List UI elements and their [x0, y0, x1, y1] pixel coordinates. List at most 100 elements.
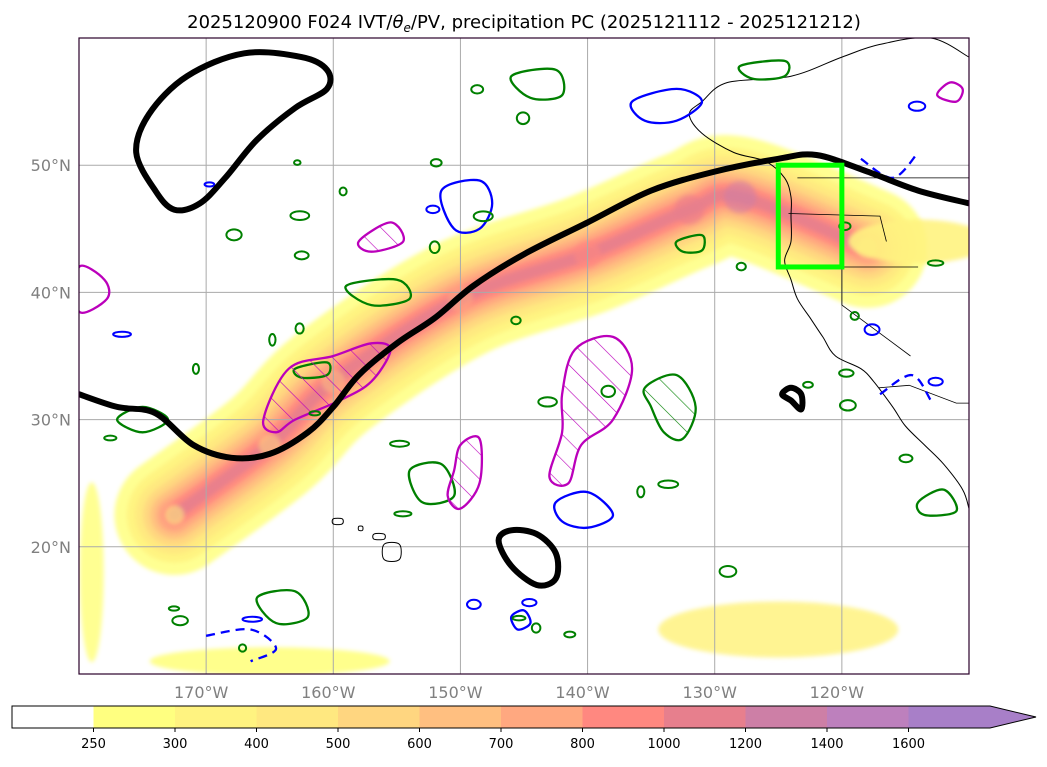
colorbar-label: 700 [489, 737, 514, 752]
contour-speck [191, 362, 200, 375]
longitude-labels: 170°W 160°W 150°W 140°W 130°W 120°W [174, 683, 864, 702]
magenta-hatch-hatched-b [549, 336, 633, 486]
contour-speck [425, 204, 441, 215]
colorbar-label: 300 [163, 737, 188, 752]
green-hatch-fill [643, 374, 696, 441]
contour-speck [926, 259, 945, 267]
contour-speck [225, 228, 243, 242]
lon-tick-label: 120°W [810, 683, 865, 702]
contour-speck [907, 100, 927, 112]
colorbar-swatch [419, 706, 502, 728]
colorbar-swatch [582, 706, 665, 728]
ivt-southwest-band [149, 647, 390, 674]
state-border [878, 384, 969, 404]
colorbar-label: 250 [81, 737, 106, 752]
colorbar-label: 400 [244, 737, 269, 752]
colorbar-swatch [338, 706, 420, 728]
contour-speck [171, 615, 189, 627]
green-contour-g5 [255, 589, 310, 626]
contour-speck [103, 434, 118, 442]
contour-speck [293, 250, 310, 261]
lon-tick-label: 130°W [683, 683, 738, 702]
map-background [79, 38, 969, 674]
contour-speck [657, 479, 680, 490]
colorbar-label: 600 [407, 737, 432, 752]
magenta-contour-hatched-c [356, 221, 406, 253]
contour-speck [802, 380, 814, 389]
latitude-labels: 20°N 30°N 40°N 50°N [31, 156, 71, 557]
magenta-contour-side-e [79, 264, 111, 314]
contour-speck [308, 410, 322, 417]
coastline-north-america [688, 38, 969, 509]
contour-speck [863, 323, 881, 336]
colorbar-label: 800 [570, 737, 595, 752]
colorbar: 250 300 400 500 600 700 800 1000 1200 1400 1600 [11, 705, 1037, 752]
lat-tick-label: 40°N [31, 283, 71, 302]
contour-speck [521, 597, 538, 608]
contour-speck [167, 605, 181, 612]
contour-layer [79, 59, 964, 663]
contour-speck [203, 181, 216, 188]
colorbar-label: 1400 [810, 737, 843, 752]
chart-title-theta: θ [392, 12, 403, 33]
ivt-west-edge [79, 482, 104, 663]
island-outline [381, 541, 402, 562]
contour-speck [465, 598, 482, 611]
contour-speck [735, 261, 747, 272]
colorbar-swatch [93, 706, 176, 728]
lon-tick-label: 160°W [301, 683, 356, 702]
pv-contour-south-loop [495, 526, 562, 589]
green-contour-g6 [344, 278, 413, 307]
lon-tick-label: 150°W [428, 683, 483, 702]
colorbar-label: 1600 [892, 737, 925, 752]
pv-contour-north-loop [133, 49, 334, 214]
island-outline [357, 525, 364, 532]
contour-speck [718, 564, 738, 578]
colorbar-outline [11, 705, 1037, 729]
contour-speck [898, 453, 914, 464]
green-contour-g4 [737, 59, 791, 81]
contour-speck [389, 439, 411, 448]
chart-title-sub: e [404, 21, 411, 35]
blue-contour-blob-a [439, 178, 494, 234]
lat-tick-label: 20°N [31, 538, 71, 557]
contour-speck [293, 159, 302, 166]
green-contour-g9 [674, 233, 706, 254]
contour-speck [515, 111, 531, 126]
colorbar-label: 1200 [729, 737, 762, 752]
pv-contour-small-loop [779, 384, 806, 413]
chart-title-prefix: 2025120900 F024 IVT/ [187, 12, 393, 33]
contour-speck [428, 240, 441, 255]
contour-speck [294, 322, 305, 335]
state-border [841, 267, 911, 357]
highlight-box [775, 162, 845, 270]
blue-contour-blob-d [509, 609, 532, 631]
colorbar-swatch [256, 706, 339, 728]
contour-speck [112, 330, 132, 338]
lat-tick-label: 50°N [31, 156, 71, 175]
lon-tick-label: 140°W [555, 683, 610, 702]
pv-contour-layer [79, 49, 969, 589]
colorbar-swatch [827, 706, 909, 728]
contour-speck [472, 210, 494, 223]
blue-contour-blob-c [553, 490, 615, 530]
ivt-core-point [164, 505, 185, 525]
contour-speck [600, 384, 617, 399]
contour-speck [268, 332, 277, 347]
ivt-inland-band [848, 219, 969, 264]
blue-dashed-dash-b [205, 627, 278, 663]
blue-dashed-dash-a [860, 151, 919, 180]
contour-speck [338, 186, 348, 197]
colorbar-label: 500 [326, 737, 351, 752]
colorbar-swatch [664, 706, 746, 728]
map-frame [78, 37, 970, 675]
ivt-shading [79, 135, 969, 674]
magenta-contour-hatched-d [446, 435, 484, 511]
island-outline [372, 532, 386, 541]
blue-contour-blob-b [629, 87, 704, 125]
contour-speck [537, 396, 558, 408]
colorbar-swatch [745, 706, 828, 728]
magenta-hatch-hatched-c [358, 222, 404, 252]
contour-speck [470, 84, 485, 95]
contour-speck [237, 643, 248, 653]
